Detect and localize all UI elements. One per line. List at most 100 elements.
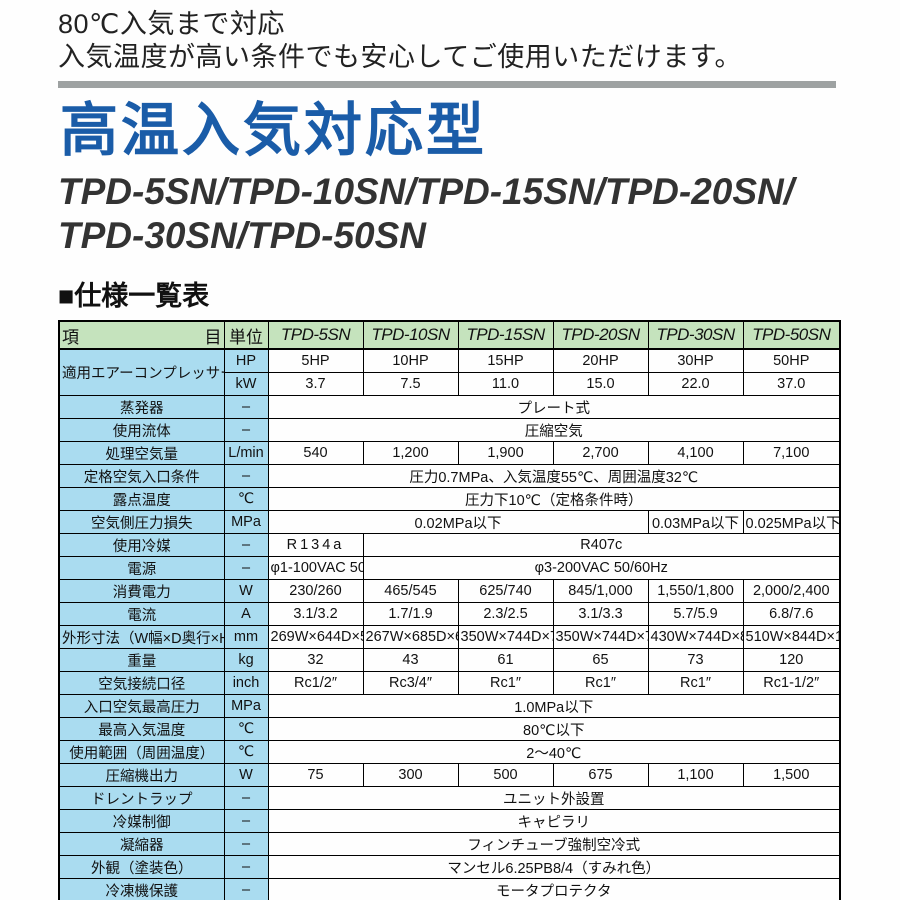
row-unit: W (223, 579, 269, 603)
cell-value: φ1-100VAC 50/60Hz (267, 556, 364, 580)
header-model-tpd-30sn: TPD-30SN (647, 320, 744, 350)
cell-value: 1.0MPa以下 (267, 694, 841, 718)
cell-value: Rc3/4″ (362, 671, 459, 695)
row-label: 空気接続口径 (58, 671, 225, 695)
cell-value: 圧力下10℃（定格条件時） (267, 487, 841, 511)
row-air-flow: 処理空気量 L/min 540 1,200 1,900 2,700 4,100 … (58, 441, 841, 465)
cell-value: 15.0 (552, 372, 649, 396)
cell-value: 845/1,000 (552, 579, 649, 603)
cell-value: 4,100 (647, 441, 744, 465)
row-label: 消費電力 (58, 579, 225, 603)
row-unit: ℃ (223, 740, 269, 764)
model-list: TPD-5SN/TPD-10SN/TPD-15SN/TPD-20SN/ TPD-… (58, 170, 900, 258)
cell-value: 0.025MPa以下 (742, 510, 841, 534)
row-label: 冷凍機保護 (58, 878, 225, 900)
row-power-supply: 電源 – φ1-100VAC 50/60Hz φ3-200VAC 50/60Hz (58, 556, 841, 580)
cell-value: 2,700 (552, 441, 649, 465)
cell-value: 465/545 (362, 579, 459, 603)
row-max-inlet-pressure: 入口空気最高圧力 MPa 1.0MPa以下 (58, 694, 841, 718)
row-unit: inch (223, 671, 269, 695)
cell-value: 30HP (647, 348, 744, 373)
row-label: 蒸発器 (58, 395, 225, 419)
row-label: 露点温度 (58, 487, 225, 511)
header-row: 項 目 単位 TPD-5SN TPD-10SN TPD-15SN TPD-20S… (58, 320, 841, 350)
cell-value: 圧力0.7MPa、入気温度55℃、周囲温度32℃ (267, 464, 841, 488)
cell-value: 73 (647, 648, 744, 672)
row-label: 処理空気量 (58, 441, 225, 465)
row-unit: MPa (223, 510, 269, 534)
cell-value: 圧縮空気 (267, 418, 841, 442)
cell-value: 65 (552, 648, 649, 672)
header-model-tpd-15sn: TPD-15SN (457, 320, 554, 350)
row-label: 電源 (58, 556, 225, 580)
row-label: 入口空気最高圧力 (58, 694, 225, 718)
cell-value: 11.0 (457, 372, 554, 396)
cell-value: 0.03MPa以下 (647, 510, 744, 534)
cell-value: マンセル6.25PB8/4（すみれ色） (267, 855, 841, 879)
row-current: 電流 A 3.1/3.2 1.7/1.9 2.3/2.5 3.1/3.3 5.7… (58, 602, 841, 626)
header-model-tpd-20sn: TPD-20SN (552, 320, 649, 350)
model-list-line-2: TPD-30SN/TPD-50SN (58, 215, 427, 256)
row-max-inlet-temp: 最高入気温度 ℃ 80℃以下 (58, 717, 841, 741)
row-unit: ℃ (223, 717, 269, 741)
row-label: 電流 (58, 602, 225, 626)
cell-value: 1,900 (457, 441, 554, 465)
row-unit: – (223, 855, 269, 879)
row-label: 定格空気入口条件 (58, 464, 225, 488)
intro-line-1: 80℃入気まで対応 (58, 9, 285, 39)
row-label: 外観（塗装色） (58, 855, 225, 879)
cell-value: 0.02MPa以下 (267, 510, 649, 534)
row-dew-point: 露点温度 ℃ 圧力下10℃（定格条件時） (58, 487, 841, 511)
cell-value: 80℃以下 (267, 717, 841, 741)
cell-value: 2～40℃ (267, 740, 841, 764)
cell-value: φ3-200VAC 50/60Hz (362, 556, 841, 580)
row-unit: – (223, 878, 269, 900)
cell-value: 43 (362, 648, 459, 672)
cell-value: 6.8/7.6 (742, 602, 841, 626)
row-air-connection: 空気接続口径 inch Rc1/2″ Rc3/4″ Rc1″ Rc1″ Rc1″… (58, 671, 841, 695)
row-unit: – (223, 418, 269, 442)
row-rated-inlet: 定格空気入口条件 – 圧力0.7MPa、入気温度55℃、周囲温度32℃ (58, 464, 841, 488)
row-power-consumption: 消費電力 W 230/260 465/545 625/740 845/1,000… (58, 579, 841, 603)
row-compressor-output: 圧縮機出力 W 75 300 500 675 1,100 1,500 (58, 763, 841, 787)
row-compressor-kw: kW 3.7 7.5 11.0 15.0 22.0 37.0 (59, 372, 841, 396)
cell-value: 75 (267, 763, 364, 787)
cell-value: 2.3/2.5 (457, 602, 554, 626)
cell-value: 5.7/5.9 (647, 602, 744, 626)
cell-value: 430W×744D×895H (647, 625, 744, 649)
cell-value: Rc1/2″ (267, 671, 364, 695)
row-unit: W (223, 763, 269, 787)
cell-value: 3.1/3.2 (267, 602, 364, 626)
cell-value: 300 (362, 763, 459, 787)
header-unit: 単位 (223, 320, 269, 350)
row-label: 使用冷媒 (58, 533, 225, 557)
row-unit: – (223, 533, 269, 557)
row-compressor-hp: 適用エアーコンプレッサー HP 5HP 10HP 15HP 20HP 30HP … (58, 348, 841, 396)
row-unit: A (223, 602, 269, 626)
row-dimensions: 外形寸法（W幅×D奥行×H高） mm 269W×644D×554H 267W×6… (58, 625, 841, 649)
row-unit: ℃ (223, 487, 269, 511)
cell-value: 269W×644D×554H (267, 625, 364, 649)
cell-value: Rc1″ (457, 671, 554, 695)
cell-value: 1,200 (362, 441, 459, 465)
row-unit: – (223, 832, 269, 856)
row-evaporator: 蒸発器 – プレート式 (58, 395, 841, 419)
row-label: 使用範囲（周囲温度） (58, 740, 225, 764)
intro-line-2: 入気温度が高い条件でも安心してご使用いただけます。 (58, 42, 742, 72)
model-list-line-1: TPD-5SN/TPD-10SN/TPD-15SN/TPD-20SN/ (58, 171, 795, 212)
cell-value: 120 (742, 648, 841, 672)
cell-value: R134a (267, 533, 364, 557)
row-drain-trap: ドレントラップ – ユニット外設置 (58, 786, 841, 810)
spec-table: 項 目 単位 TPD-5SN TPD-10SN TPD-15SN TPD-20S… (58, 320, 841, 900)
cell-value: Rc1″ (552, 671, 649, 695)
cell-value: 675 (552, 763, 649, 787)
cell-value: 1,550/1,800 (647, 579, 744, 603)
cell-value: モータプロテクタ (267, 878, 841, 900)
row-unit: – (223, 786, 269, 810)
row-freezer-protection: 冷凍機保護 – モータプロテクタ (58, 878, 841, 900)
row-label: 空気側圧力損失 (58, 510, 225, 534)
cell-value: 350W×744D×795H (457, 625, 554, 649)
row-weight: 重量 kg 32 43 61 65 73 120 (58, 648, 841, 672)
row-paint-color: 外観（塗装色） – マンセル6.25PB8/4（すみれ色） (58, 855, 841, 879)
